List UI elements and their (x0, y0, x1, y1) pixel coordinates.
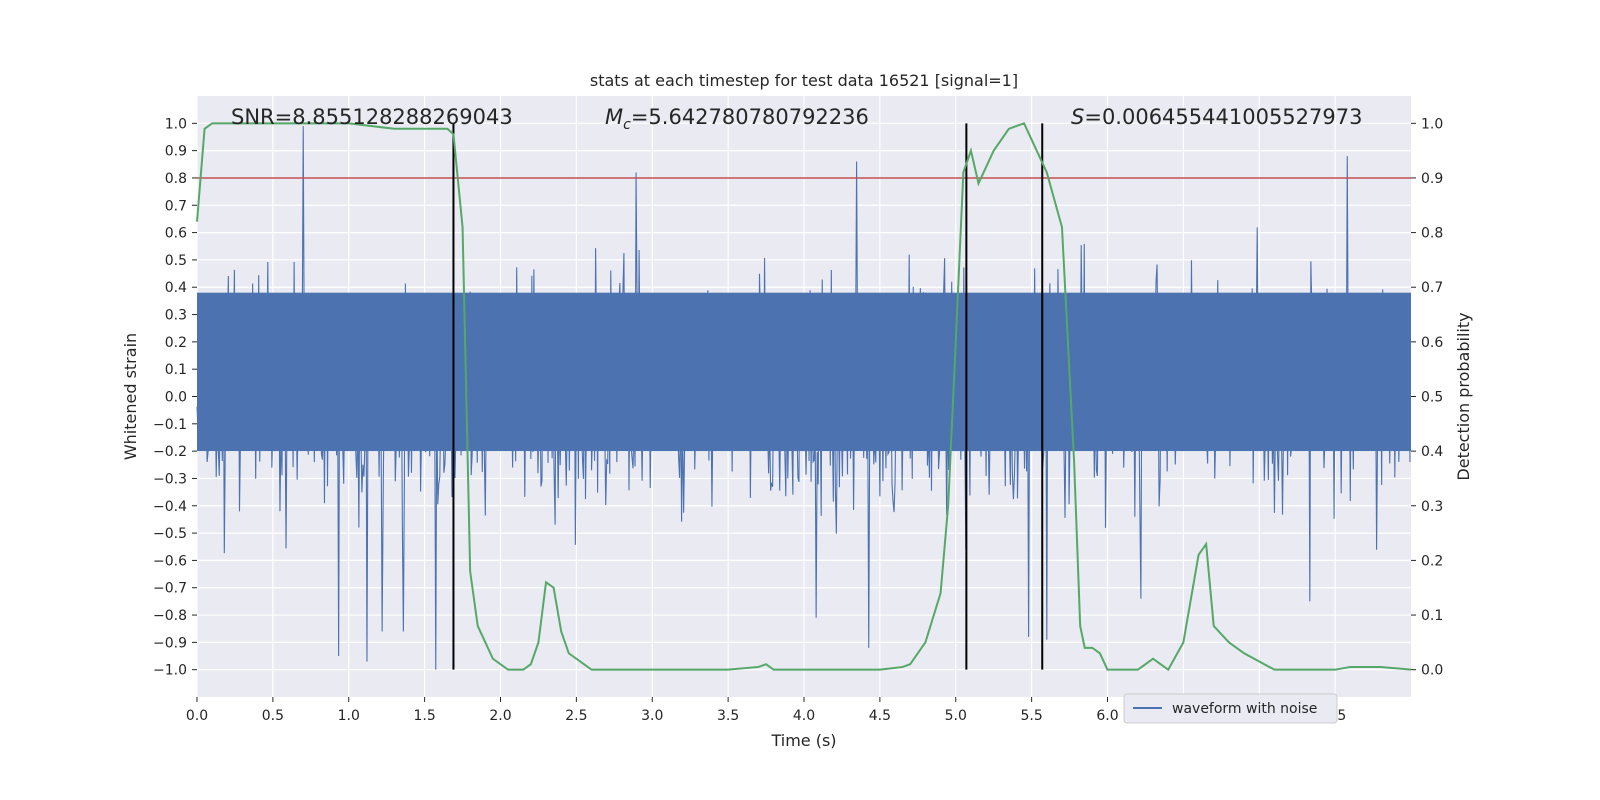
x-tick-label: 2.0 (489, 708, 511, 724)
y-left-tick-label: 0.6 (165, 226, 187, 242)
y-left-tick-label: 1.0 (165, 116, 187, 132)
x-tick-label: 4.0 (793, 708, 815, 724)
y-left-tick-label: −0.5 (153, 526, 187, 542)
y-left-tick-label: 0.4 (165, 280, 187, 296)
y-left-tick-label: 0.8 (165, 171, 187, 187)
legend-label-waveform: waveform with noise (1172, 701, 1317, 717)
s-symbol: S (1071, 105, 1084, 129)
waveform-dense-band (197, 292, 1411, 452)
y-right-tick-label: 0.2 (1421, 553, 1443, 569)
x-tick-label: 0.5 (262, 708, 284, 724)
y-right-tick-label: 0.7 (1421, 280, 1443, 296)
x-tick-label: 0.0 (186, 708, 208, 724)
y-left-tick-label: −0.3 (153, 471, 187, 487)
y-right-tick-label: 0.4 (1421, 444, 1443, 460)
s-value: =0.006455441005527973 (1084, 105, 1362, 129)
y-left-tick-label: −0.8 (153, 608, 187, 624)
chart-title: stats at each timestep for test data 165… (590, 71, 1018, 90)
mc-symbol: M (605, 105, 623, 129)
x-tick-label: 1.0 (338, 708, 360, 724)
x-tick-label: 1.5 (413, 708, 435, 724)
y-right-tick-label: 0.1 (1421, 608, 1443, 624)
y-left-tick-label: 0.3 (165, 308, 187, 324)
y-left-tick-label: −0.9 (153, 635, 187, 651)
snr-annotation: SNR=8.855128288269043 (231, 105, 513, 129)
y-right-tick-label: 0.6 (1421, 335, 1443, 351)
y-right-tick-label: 0.5 (1421, 390, 1443, 406)
y-right-axis-ticks: 1.0 0.9 0.8 0.7 0.6 0.5 0.4 0.3 0.2 0.1 0.0 (1411, 116, 1443, 679)
mc-annotation: Mc=5.642780780792236 (605, 105, 869, 133)
y-left-tick-label: −0.2 (153, 444, 187, 460)
x-tick-label: 4.5 (869, 708, 891, 724)
y-right-tick-label: 1.0 (1421, 116, 1443, 132)
y-left-tick-label: 0.9 (165, 144, 187, 160)
y-left-tick-label: 0.1 (165, 362, 187, 378)
x-tick-label: 5.5 (1020, 708, 1042, 724)
y-right-axis-label: Detection probability (1454, 312, 1473, 480)
mc-subscript: c (623, 117, 631, 133)
y-left-tick-label: −0.4 (153, 499, 187, 515)
y-left-tick-label: 0.7 (165, 198, 187, 214)
y-right-tick-label: 0.3 (1421, 499, 1443, 515)
x-tick-label: 6.0 (1096, 708, 1118, 724)
x-tick-label: 5.0 (945, 708, 967, 724)
mc-value: =5.642780780792236 (631, 105, 869, 129)
y-right-tick-label: 0.8 (1421, 226, 1443, 242)
s-annotation: S=0.006455441005527973 (1071, 105, 1362, 129)
x-axis-label: Time (s) (770, 731, 836, 750)
y-left-tick-label: 0.5 (165, 253, 187, 269)
x-tick-label: 3.5 (717, 708, 739, 724)
y-left-tick-label: 0.0 (165, 390, 187, 406)
y-left-tick-label: −1.0 (153, 663, 187, 679)
y-left-tick-label: 0.2 (165, 335, 187, 351)
y-left-tick-label: −0.6 (153, 553, 187, 569)
detection-probability-line (196, 122, 1412, 672)
legend-box (1123, 693, 1338, 724)
y-left-tick-label: −0.1 (153, 417, 187, 433)
vertical-markers (452, 123, 1044, 670)
legend: waveform with noise (1123, 693, 1338, 724)
y-right-tick-label: 0.9 (1421, 171, 1443, 187)
x-tick-label: 3.0 (641, 708, 663, 724)
y-right-tick-label: 0.0 (1421, 663, 1443, 679)
x-tick-label: 2.5 (565, 708, 587, 724)
y-left-axis-ticks: 1.0 0.9 0.8 0.7 0.6 0.5 0.4 0.3 0.2 0.1 0.0 −0.1 −0.… (153, 116, 197, 679)
y-left-tick-label: −0.7 (153, 581, 187, 597)
y-left-axis-label: Whitened strain (121, 333, 140, 460)
waveform-series (196, 126, 1411, 670)
